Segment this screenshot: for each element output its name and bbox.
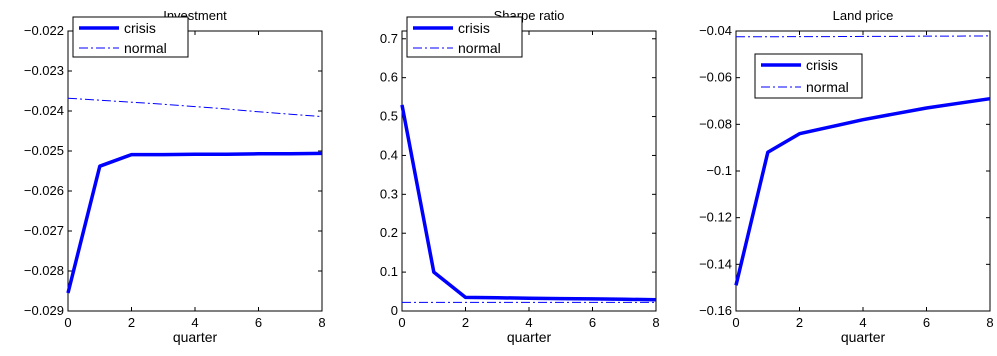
series-line-normal bbox=[736, 35, 991, 38]
y-tick-label: 0.1 bbox=[380, 264, 398, 279]
x-axis-label: quarter bbox=[841, 329, 886, 345]
legend-box bbox=[754, 53, 863, 99]
series-line-crisis bbox=[734, 96, 991, 286]
y-tick-label: −0.026 bbox=[24, 183, 64, 198]
x-axis-label: quarter bbox=[507, 329, 552, 345]
x-tick-label: 0 bbox=[398, 315, 405, 330]
x-tick-label: 6 bbox=[255, 315, 262, 330]
y-tick-label: 0.2 bbox=[380, 225, 398, 240]
legend-label-crisis: crisis bbox=[806, 57, 838, 73]
legend: crisis normal bbox=[754, 53, 863, 99]
y-tick-label: −0.06 bbox=[699, 70, 732, 85]
x-tick-label: 6 bbox=[589, 315, 596, 330]
legend-box bbox=[72, 16, 189, 58]
chart-panel-1: 0 2 4 6 8 −0.029 −0.028 −0.027 −0.026 −0.025 −0.02… bbox=[24, 8, 326, 345]
y-tick-label: 0.6 bbox=[380, 70, 398, 85]
x-tick-label: 8 bbox=[652, 315, 659, 330]
legend: crisis normal bbox=[72, 16, 189, 58]
legend-label-normal: normal bbox=[806, 79, 849, 95]
x-tick-label: 2 bbox=[462, 315, 469, 330]
y-tick-label: −0.025 bbox=[24, 143, 64, 158]
chart-panel-3: 0 2 4 6 8 −0.16 −0.14 −0.12 −0.1 −0.08 −0.06 −0.04 L… bbox=[699, 8, 994, 345]
y-tick-label: 0.4 bbox=[380, 147, 398, 162]
y-tick-label: −0.028 bbox=[24, 263, 64, 278]
y-tick-label: 0.5 bbox=[380, 109, 398, 124]
series-line-crisis bbox=[400, 104, 657, 302]
legend: crisis normal bbox=[406, 16, 523, 58]
legend-label-normal: normal bbox=[458, 40, 501, 56]
y-tick-label: −0.023 bbox=[24, 63, 64, 78]
x-tick-label: 4 bbox=[859, 315, 866, 330]
series-line-normal bbox=[67, 97, 323, 118]
y-tick-label: 0 bbox=[391, 303, 398, 318]
y-tick-label: −0.1 bbox=[706, 163, 732, 178]
y-tick-label: −0.027 bbox=[24, 223, 64, 238]
y-tick-label: −0.14 bbox=[699, 256, 732, 271]
x-tick-label: 6 bbox=[923, 315, 930, 330]
y-tick-label: −0.022 bbox=[24, 23, 64, 38]
plot-area bbox=[67, 30, 323, 312]
x-tick-label: 0 bbox=[732, 315, 739, 330]
y-tick-label: 0.7 bbox=[380, 31, 398, 46]
x-tick-label: 2 bbox=[128, 315, 135, 330]
y-tick-label: −0.12 bbox=[699, 210, 732, 225]
legend-label-normal: normal bbox=[124, 40, 167, 56]
y-tick-label: −0.04 bbox=[699, 23, 732, 38]
series-line-crisis bbox=[66, 151, 323, 294]
x-tick-label: 4 bbox=[191, 315, 198, 330]
y-tick-label: 0.3 bbox=[380, 186, 398, 201]
x-axis-label: quarter bbox=[173, 329, 218, 345]
x-tick-label: 4 bbox=[525, 315, 532, 330]
y-tick-label: −0.16 bbox=[699, 303, 732, 318]
x-tick-label: 8 bbox=[318, 315, 325, 330]
legend-label-crisis: crisis bbox=[458, 20, 490, 36]
legend-box bbox=[406, 16, 523, 58]
x-tick-label: 8 bbox=[986, 315, 993, 330]
x-tick-label: 2 bbox=[796, 315, 803, 330]
legend-label-crisis: crisis bbox=[124, 20, 156, 36]
chart-title: Land price bbox=[833, 8, 894, 23]
x-tick-label: 0 bbox=[64, 315, 71, 330]
plot-area bbox=[401, 30, 657, 312]
y-tick-label: −0.08 bbox=[699, 116, 732, 131]
y-tick-label: −0.029 bbox=[24, 303, 64, 318]
y-tick-label: −0.024 bbox=[24, 103, 64, 118]
